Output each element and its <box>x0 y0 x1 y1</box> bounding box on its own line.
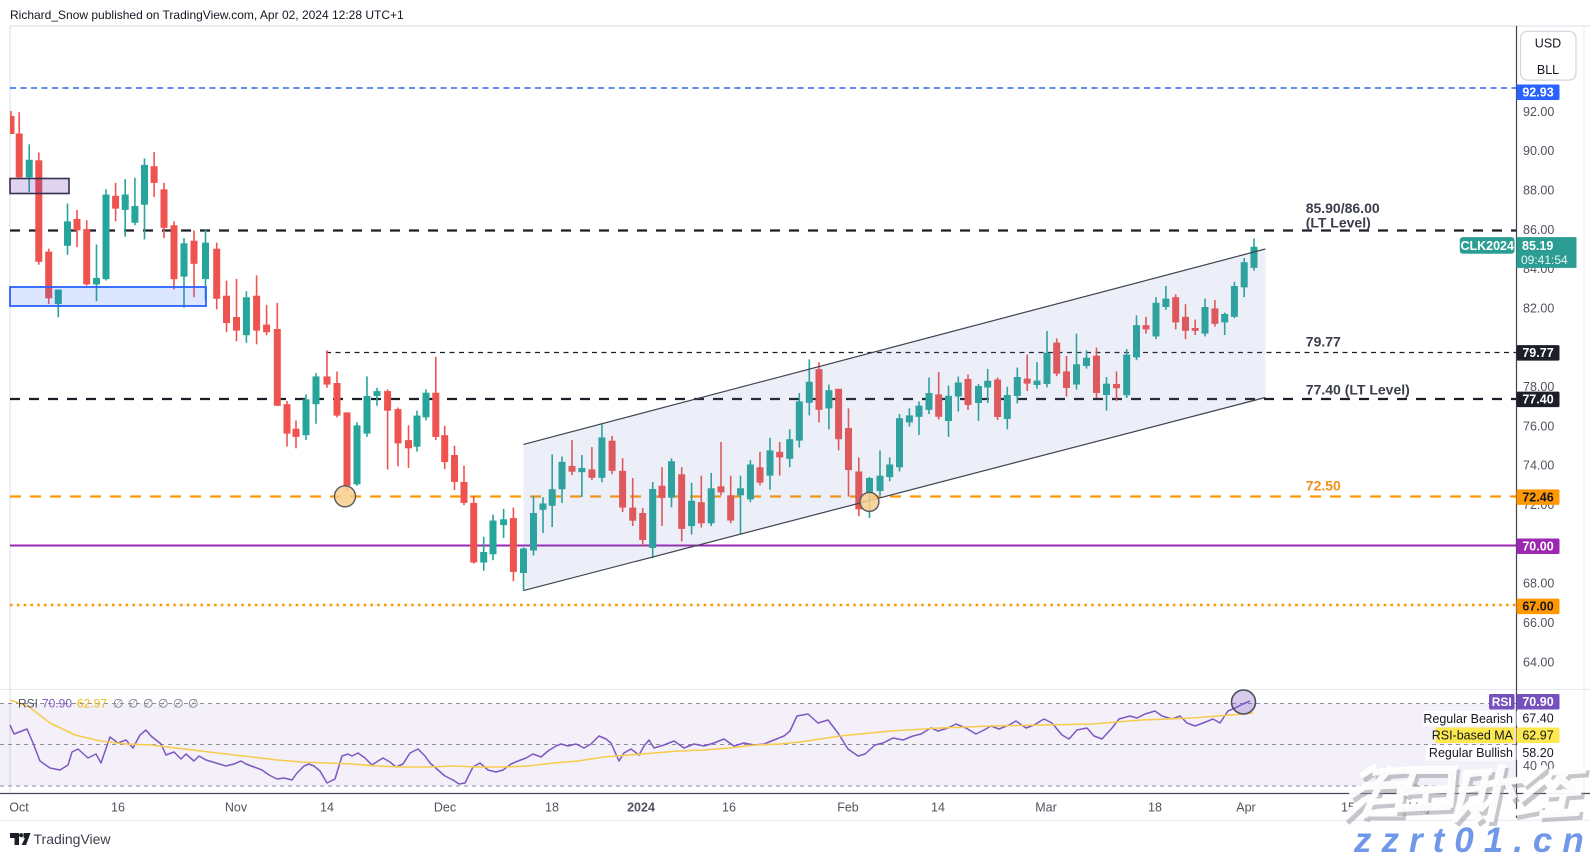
svg-text:79.77: 79.77 <box>1522 346 1553 360</box>
svg-text:BLL: BLL <box>1537 63 1559 77</box>
svg-text:2024: 2024 <box>627 801 655 815</box>
svg-text:09:41:54: 09:41:54 <box>1521 253 1568 267</box>
svg-text:62.97: 62.97 <box>77 697 107 711</box>
svg-text:CLK2024: CLK2024 <box>1460 239 1514 253</box>
svg-text:72.50: 72.50 <box>1306 477 1341 493</box>
svg-text:92.93: 92.93 <box>1522 86 1553 100</box>
svg-text:82.00: 82.00 <box>1523 301 1554 315</box>
svg-text:Nov: Nov <box>225 801 248 815</box>
svg-text:74.00: 74.00 <box>1523 459 1554 473</box>
svg-text:TradingView: TradingView <box>34 831 112 847</box>
svg-text:∅: ∅ <box>158 697 168 711</box>
svg-text:18: 18 <box>1148 801 1162 815</box>
svg-text:88.00: 88.00 <box>1523 183 1554 197</box>
svg-text:70.90: 70.90 <box>42 697 72 711</box>
svg-text:Regular Bullish: Regular Bullish <box>1429 746 1513 760</box>
svg-text:14: 14 <box>320 801 334 815</box>
svg-text:90.00: 90.00 <box>1523 144 1554 158</box>
svg-text:14: 14 <box>931 801 945 815</box>
svg-text:85.90/86.00: 85.90/86.00 <box>1306 200 1380 216</box>
svg-text:∅: ∅ <box>143 697 153 711</box>
svg-text:Feb: Feb <box>837 801 859 815</box>
svg-text:RSI-based MA: RSI-based MA <box>1432 729 1514 743</box>
svg-text:67.40: 67.40 <box>1522 712 1553 726</box>
svg-text:92.00: 92.00 <box>1523 105 1554 119</box>
svg-text:67.00: 67.00 <box>1522 600 1553 614</box>
svg-text:70.00: 70.00 <box>1522 540 1553 554</box>
svg-text:Oct: Oct <box>9 801 29 815</box>
svg-text:85.19: 85.19 <box>1522 239 1553 253</box>
svg-text:(LT Level): (LT Level) <box>1306 215 1371 231</box>
svg-text:77.40 (LT Level): 77.40 (LT Level) <box>1306 382 1410 398</box>
svg-text:76.00: 76.00 <box>1523 419 1554 433</box>
svg-text:18: 18 <box>545 801 559 815</box>
svg-text:∅: ∅ <box>113 697 123 711</box>
svg-text:58.20: 58.20 <box>1522 746 1553 760</box>
svg-text:77.40: 77.40 <box>1522 393 1553 407</box>
svg-text:∅: ∅ <box>128 697 138 711</box>
svg-text:Apr: Apr <box>1236 801 1255 815</box>
svg-text:zzrt01.cn: zzrt01.cn <box>1353 821 1590 857</box>
svg-text:Regular Bearish: Regular Bearish <box>1423 712 1513 726</box>
svg-text:86.00: 86.00 <box>1523 223 1554 237</box>
svg-text:USD: USD <box>1535 36 1561 50</box>
svg-text:16: 16 <box>722 801 736 815</box>
svg-text:64.00: 64.00 <box>1523 655 1554 669</box>
svg-text:62.97: 62.97 <box>1522 729 1553 743</box>
svg-text:66.00: 66.00 <box>1523 616 1554 630</box>
svg-text:16: 16 <box>111 801 125 815</box>
svg-text:70.90: 70.90 <box>1522 695 1553 709</box>
svg-text:72.46: 72.46 <box>1522 491 1553 505</box>
svg-text:RSI: RSI <box>1492 695 1512 709</box>
svg-text:∅: ∅ <box>173 697 183 711</box>
svg-text:78.00: 78.00 <box>1523 380 1554 394</box>
svg-text:68.00: 68.00 <box>1523 577 1554 591</box>
svg-text:Dec: Dec <box>434 801 456 815</box>
svg-text:∅: ∅ <box>188 697 198 711</box>
svg-text:Richard_Snow published on Trad: Richard_Snow published on TradingView.co… <box>10 8 404 22</box>
svg-text:RSI: RSI <box>18 697 38 711</box>
svg-text:79.77: 79.77 <box>1306 334 1341 350</box>
svg-text:Mar: Mar <box>1035 801 1057 815</box>
